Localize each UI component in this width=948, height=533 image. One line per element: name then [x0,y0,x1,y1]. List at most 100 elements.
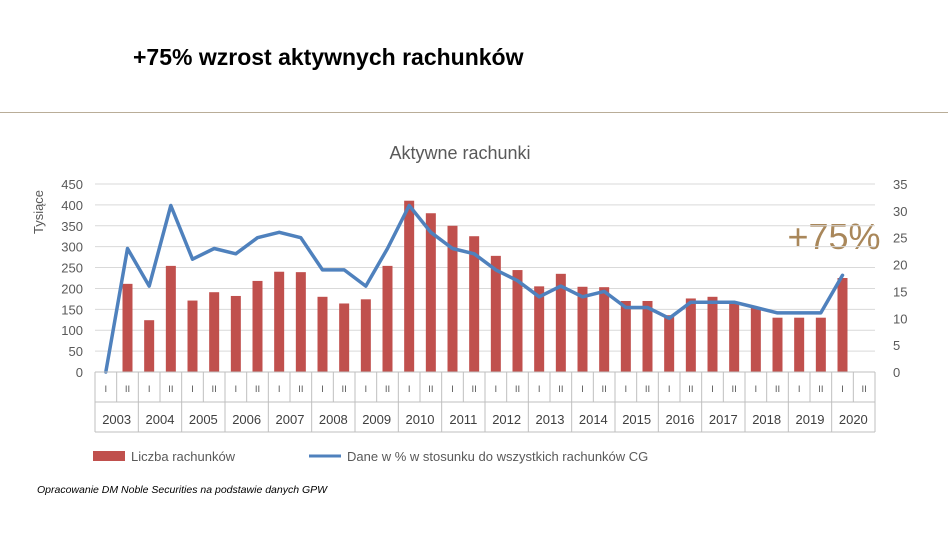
x-tick-label-half: I [625,384,628,395]
x-tick-label-half: I [321,384,324,395]
bar [794,317,805,372]
y2-tick-label: 10 [893,311,907,326]
y2-tick-label: 25 [893,231,907,246]
y-tick-label: 100 [61,323,83,338]
bar [512,270,523,372]
x-tick-label-year: 2015 [622,412,651,427]
x-tick-label-half: II [428,384,433,395]
bar [837,278,848,372]
x-tick-label-half: II [818,384,823,395]
x-tick-label-year: 2020 [839,412,868,427]
x-tick-label-half: I [235,384,238,395]
x-tick-label-half: II [342,384,347,395]
bar [772,317,783,372]
x-tick-label-half: I [191,384,194,395]
x-tick-label-half: I [798,384,801,395]
bar [469,236,480,372]
bar [360,299,371,372]
y-tick-label: 50 [69,344,83,359]
legend-swatch-bars [93,451,125,461]
y-tick-label: 150 [61,302,83,317]
y2-axis-ticks: 0 5 10 15 20 25 30 35 [893,177,907,380]
y2-tick-label: 15 [893,284,907,299]
x-tick-label-half: II [168,384,173,395]
x-tick-label-half: I [841,384,844,395]
x-tick-label-half: I [538,384,541,395]
bar [750,307,761,372]
x-tick-label-year: 2018 [752,412,781,427]
x-tick-label-half: II [472,384,477,395]
bar [707,296,718,372]
x-axis: I II I II I II I II I II I II I II I II I II I II I II I II I II I… [94,371,876,433]
gridlines [95,183,875,373]
x-tick-label-half: I [105,384,108,395]
x-tick-label-year: 2011 [449,412,477,427]
x-tick-label-year: 2003 [102,412,131,427]
legend: Liczba rachunków Dane w % w stosunku do … [93,449,648,464]
x-tick-label-year: 2016 [666,412,695,427]
x-tick-label-half: I [148,384,151,395]
bar [447,225,458,372]
x-tick-label-half: II [255,384,260,395]
x-tick-label-year: 2008 [319,412,348,427]
bar [187,300,198,372]
x-tick-label-half: II [385,384,390,395]
x-tick-label-year: 2012 [492,412,521,427]
bar [815,317,826,372]
bar [642,300,653,372]
bar [382,265,393,372]
bar [230,295,241,372]
bar [165,265,176,372]
x-tick-label-half: II [515,384,520,395]
bar [317,296,328,372]
bar [295,272,306,372]
bar [729,301,740,372]
x-tick-label-half: I [581,384,584,395]
y2-tick-label: 35 [893,177,907,192]
title-divider [0,112,948,113]
y-tick-label: 250 [61,261,83,276]
x-tick-label-year: 2009 [362,412,391,427]
bar [490,255,501,372]
bar [252,280,263,372]
bar [534,286,545,372]
annotation-75-percent: +75% [787,216,880,257]
x-tick-label-half: II [732,384,737,395]
source-footnote: Opracowanie DM Noble Securities na podst… [37,484,328,496]
x-tick-label-half: II [298,384,303,395]
x-tick-label-year: 2017 [709,412,738,427]
x-tick-label-year: 2010 [406,412,435,427]
bar [209,292,220,372]
slide-title: +75% wzrost aktywnych rachunków [133,44,524,70]
x-tick-label-year: 2006 [232,412,261,427]
x-tick-label-half: I [711,384,714,395]
bar [339,303,350,372]
x-tick-label-half: II [775,384,780,395]
y-tick-label: 350 [61,219,83,234]
bar [425,213,436,372]
bar [404,200,415,372]
x-tick-label-half: I [278,384,281,395]
x-tick-label-half: I [495,384,498,395]
x-tick-label-year: 2004 [146,412,175,427]
bar [577,286,588,372]
legend-label-bars: Liczba rachunków [131,449,236,464]
bar [620,300,631,372]
y-tick-label: 0 [76,365,83,380]
bar [274,271,285,372]
bar-series [122,200,848,372]
y-tick-label: 200 [61,281,83,296]
bar [122,283,133,372]
y-tick-label: 450 [61,177,83,192]
y2-tick-label: 0 [893,365,900,380]
y-tick-label: 400 [61,198,83,213]
y2-tick-label: 5 [893,338,900,353]
x-tick-label-half: II [688,384,693,395]
bar [144,320,155,372]
x-tick-label-half: I [451,384,454,395]
bar [599,287,610,372]
y-tick-label: 300 [61,240,83,255]
y-axis-ticks: 0 50 100 150 200 250 300 350 400 450 [61,177,83,380]
x-tick-label-half: I [365,384,368,395]
